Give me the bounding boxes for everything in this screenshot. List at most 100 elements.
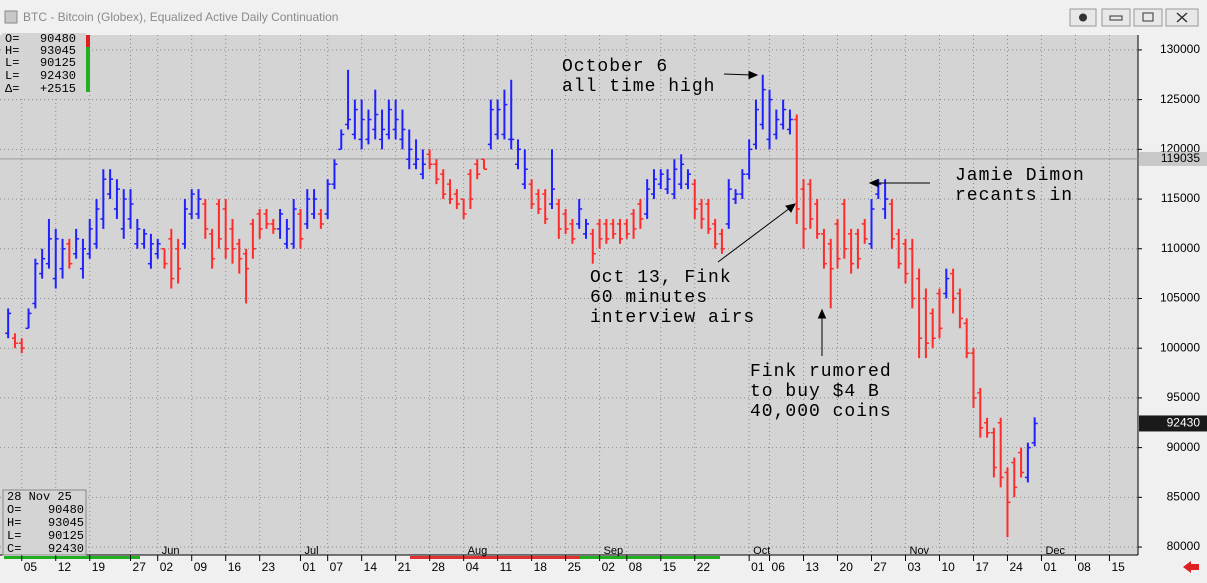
- info-value: 92430: [40, 69, 76, 83]
- info-box: [2, 489, 87, 556]
- y-tick-label: 95000: [1167, 390, 1201, 404]
- x-tick-label: 02: [602, 560, 616, 574]
- annotation-text: 40,000 coins: [750, 402, 892, 422]
- window-icon: [4, 10, 18, 24]
- minimize-button[interactable]: [1101, 8, 1131, 27]
- x-tick-label: 11: [500, 560, 513, 574]
- session-strip: [580, 556, 720, 559]
- price-axis: [1138, 35, 1207, 555]
- month-label: Sep: [604, 545, 624, 557]
- title-bar: [0, 0, 1207, 35]
- info-label: L=: [7, 529, 21, 543]
- annotation-text: 60 minutes: [590, 288, 708, 308]
- info-label: O=: [5, 32, 19, 46]
- x-tick-label: 20: [840, 560, 854, 574]
- info-value: +2515: [40, 82, 76, 96]
- month-label: Jun: [162, 545, 180, 557]
- annotation-text: Jamie Dimon: [955, 166, 1085, 186]
- month-label: Oct: [753, 545, 770, 557]
- info-date: 28 Nov 25: [7, 490, 72, 504]
- y-tick-label: 90000: [1167, 440, 1201, 454]
- annotation-text: recants in: [955, 186, 1073, 206]
- session-strip: [410, 556, 580, 559]
- info-label: H=: [7, 516, 21, 530]
- annotation-text: Fink rumored: [750, 362, 892, 382]
- annotation-text: interview airs: [590, 308, 755, 328]
- y-tick-label: 130000: [1160, 42, 1200, 56]
- info-label: Δ=: [5, 82, 19, 96]
- session-strip: [4, 556, 140, 559]
- arrow-head: [817, 308, 827, 319]
- x-tick-label: 16: [228, 560, 242, 574]
- window-title: BTC - Bitcoin (Globex), Equalized Active…: [23, 10, 338, 24]
- window-buttons[interactable]: [1069, 8, 1199, 27]
- reference-label-box: [1139, 151, 1207, 166]
- x-tick-label: 06: [772, 560, 786, 574]
- x-tick-label: 19: [92, 560, 106, 574]
- x-tick-label: 08: [629, 560, 643, 574]
- x-tick-label: 21: [398, 560, 412, 574]
- x-tick-label: 22: [697, 560, 711, 574]
- annotation-text: all time high: [562, 77, 715, 97]
- maximize-button[interactable]: [1133, 8, 1163, 27]
- info-label: L=: [5, 56, 19, 70]
- month-label: Nov: [910, 545, 930, 557]
- x-tick-label: 02: [160, 560, 174, 574]
- info-label: L=: [5, 69, 19, 83]
- x-tick-label: 03: [908, 560, 922, 574]
- info-panel-bottom: 28 Nov 25 O= 90480 H= 93045 L= 90125 C= …: [2, 489, 87, 556]
- x-tick-label: 14: [364, 560, 378, 574]
- bars: [5, 69, 1038, 538]
- info-value: 93045: [40, 44, 76, 58]
- close-icon: [1176, 12, 1188, 23]
- scroll-arrow[interactable]: [1183, 561, 1199, 573]
- x-tick-label: 01: [1043, 560, 1057, 574]
- info-value: 90480: [48, 503, 84, 517]
- maximize-icon: [1142, 12, 1154, 22]
- info-value: 93045: [48, 516, 84, 530]
- x-tick-label: 25: [568, 560, 582, 574]
- y-tick-label: 115000: [1161, 191, 1200, 205]
- month-label: Dec: [1045, 545, 1065, 557]
- info-label: O=: [7, 503, 21, 517]
- last-price-label: 92430: [1167, 416, 1201, 430]
- plot-area: [0, 35, 1138, 555]
- info-panel-top: O= 90480 H= 93045 L= 90125 L= 92430 Δ= +…: [2, 32, 90, 96]
- x-tick-label: 28: [432, 560, 446, 574]
- y-tick-label: 110000: [1161, 241, 1200, 255]
- x-tick-label: 24: [1009, 560, 1023, 574]
- month-label: Aug: [468, 545, 488, 557]
- x-tick-label: 10: [941, 560, 955, 574]
- info-strip: [86, 47, 90, 92]
- month-label: Jul: [304, 545, 318, 557]
- reference-label: 119035: [1161, 151, 1200, 165]
- arrow-head: [748, 70, 759, 80]
- x-tick-label: 17: [975, 560, 989, 574]
- annotation-text: to buy $4 B: [750, 382, 880, 402]
- x-tick-label: 27: [133, 560, 147, 574]
- y-tick-label: 105000: [1160, 291, 1200, 305]
- info-value: 92430: [48, 542, 84, 556]
- info-label: H=: [5, 44, 19, 58]
- time-axis: [0, 555, 1207, 583]
- x-tick-label: 01: [302, 560, 316, 574]
- arrow-head: [868, 178, 879, 188]
- x-tick-label: 23: [262, 560, 276, 574]
- x-tick-label: 09: [194, 560, 208, 574]
- x-tick-label: 18: [534, 560, 548, 574]
- y-tick-label: 80000: [1167, 539, 1201, 553]
- x-tick-label: 15: [663, 560, 677, 574]
- last-price-box: [1139, 415, 1207, 432]
- info-box: [2, 33, 86, 96]
- arrow-head: [785, 203, 796, 213]
- x-tick-label: 13: [806, 560, 820, 574]
- x-tick-label: 07: [330, 560, 344, 574]
- settings-icon: [1079, 13, 1087, 22]
- labels: 1300001250001200001150001100001050001000…: [21, 42, 1207, 574]
- annotation-text: Oct 13, Fink: [590, 268, 732, 288]
- arrow: [723, 73, 753, 76]
- x-tick-label: 27: [874, 560, 888, 574]
- y-tick-label: 125000: [1160, 92, 1200, 106]
- x-tick-label: 12: [58, 560, 72, 574]
